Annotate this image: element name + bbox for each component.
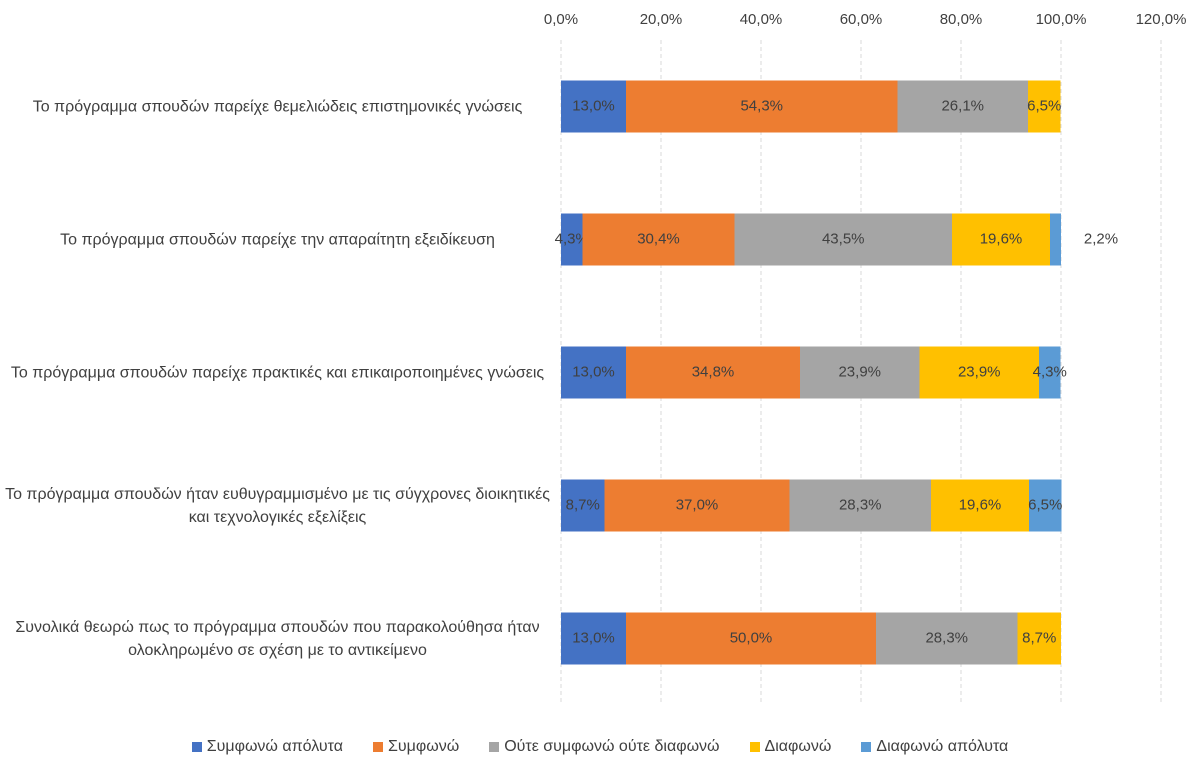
legend-swatch <box>372 742 383 752</box>
data-label: 4,3% <box>1033 363 1067 380</box>
data-label: 30,4% <box>637 230 680 247</box>
legend-label: Συμφωνώ απόλυτα <box>206 738 343 755</box>
bar-segment <box>626 612 876 665</box>
legend-item: Διαφωνώ <box>749 738 832 756</box>
x-tick-label: 0,0% <box>544 11 578 28</box>
bar-segment <box>931 479 1029 532</box>
bar-segment <box>604 479 790 532</box>
data-label: 8,7% <box>1022 629 1056 646</box>
data-label: 19,6% <box>959 496 1002 513</box>
x-tick-label: 80,0% <box>940 11 983 28</box>
legend-item: Διαφωνώ απόλυτα <box>861 738 1008 756</box>
x-tick-label: 40,0% <box>740 11 783 28</box>
bar-segment <box>1029 479 1062 532</box>
legend-item: Συμφωνώ <box>372 738 460 756</box>
bar-segment <box>952 213 1050 266</box>
data-label: 13,0% <box>572 363 615 380</box>
legend-swatch <box>191 742 202 752</box>
bar-segment <box>561 80 626 133</box>
category-label: Το πρόγραμμα σπουδών παρείχε θεμελιώδεις… <box>32 98 523 115</box>
bar-segment <box>626 346 800 399</box>
legend: Συμφωνώ απόλυτα Συμφωνώ Ούτε συμφωνώ ούτε … <box>0 738 1200 756</box>
data-label: 19,6% <box>980 230 1023 247</box>
legend-item: Συμφωνώ απόλυτα <box>191 738 343 756</box>
data-label: 6,5% <box>1027 97 1061 114</box>
bar-segment <box>561 479 605 532</box>
data-label: 37,0% <box>676 496 719 513</box>
legend-item: Ούτε συμφωνώ ούτε διαφωνώ <box>489 738 720 756</box>
data-label: 23,9% <box>838 363 881 380</box>
bar-segment <box>876 612 1018 665</box>
data-label: 4,3% <box>555 230 589 247</box>
legend-label: Ούτε συμφωνώ ούτε διαφωνώ <box>504 738 720 755</box>
x-tick-label: 100,0% <box>1036 11 1087 28</box>
bar-segment <box>1039 346 1061 399</box>
data-label: 28,3% <box>925 629 968 646</box>
legend-swatch <box>749 742 760 752</box>
category-label: Το πρόγραμμα σπουδών παρείχε την απαραίτ… <box>60 231 495 248</box>
category-label: Το πρόγραμμα σπουδών ήταν ευθυγραμμισμέν… <box>5 485 550 526</box>
bar-segment <box>1017 612 1061 665</box>
data-label: 43,5% <box>822 230 865 247</box>
category-label: Το πρόγραμμα σπουδών παρείχε πρακτικές κ… <box>10 364 545 381</box>
data-label: 50,0% <box>730 629 773 646</box>
bar-segment <box>561 612 626 665</box>
data-label: 26,1% <box>941 97 984 114</box>
data-label: 6,5% <box>1028 496 1062 513</box>
bar-segment <box>582 213 735 266</box>
bar-segment <box>789 479 931 532</box>
x-tick-label: 20,0% <box>640 11 683 28</box>
data-label: 54,3% <box>740 97 783 114</box>
bar-segment <box>1050 213 1061 266</box>
legend-swatch <box>861 742 872 752</box>
data-label: 13,0% <box>572 97 615 114</box>
bar-segment <box>1028 80 1061 133</box>
legend-label: Διαφωνώ <box>764 738 832 755</box>
x-tick-label: 120,0% <box>1136 11 1187 28</box>
legend-swatch <box>489 742 500 752</box>
data-label: 2,2% <box>1084 230 1118 247</box>
bar-segment <box>800 346 920 399</box>
bar-segment <box>919 346 1039 399</box>
data-label: 8,7% <box>566 496 600 513</box>
x-tick-label: 60,0% <box>840 11 883 28</box>
data-label: 23,9% <box>958 363 1001 380</box>
data-label: 34,8% <box>692 363 735 380</box>
data-label: 28,3% <box>839 496 882 513</box>
bar-segment <box>561 346 626 399</box>
bar-segment <box>897 80 1028 133</box>
data-label: 13,0% <box>572 629 615 646</box>
legend-label: Συμφωνώ <box>387 738 460 755</box>
category-label: Συνολικά θεωρώ πως το πρόγραμμα σπουδών … <box>15 618 540 659</box>
legend-label: Διαφωνώ απόλυτα <box>876 738 1009 755</box>
bar-segment <box>734 213 952 266</box>
bar-segment <box>626 80 898 133</box>
bar-segment <box>561 213 583 266</box>
